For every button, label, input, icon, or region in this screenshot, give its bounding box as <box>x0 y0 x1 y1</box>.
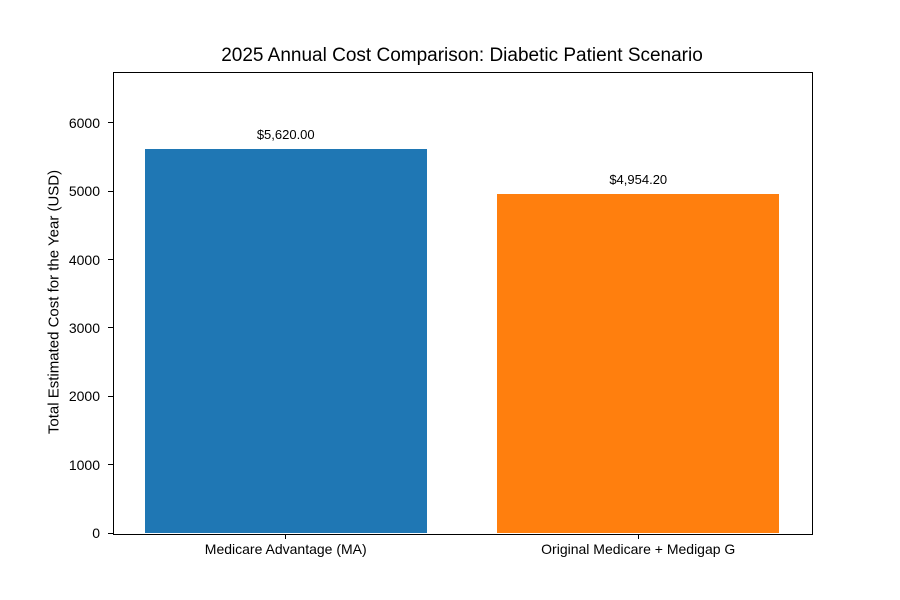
bar-value-label-1: $4,954.20 <box>609 172 668 188</box>
y-tick-label: 3000 <box>68 319 100 336</box>
y-tick-label: 1000 <box>68 456 100 473</box>
y-tick-mark <box>108 122 113 124</box>
y-tick-label: 0 <box>92 525 100 541</box>
chart-title: 2025 Annual Cost Comparison: Diabetic Pa… <box>221 45 703 66</box>
x-tick-mark <box>637 534 639 539</box>
y-tick-label: 4000 <box>68 251 100 268</box>
y-tick-mark <box>108 532 113 534</box>
y-tick-label: 6000 <box>68 114 100 131</box>
x-tick-label-1: Original Medicare + Medigap G <box>541 541 736 557</box>
y-tick-label: 2000 <box>68 388 100 405</box>
y-tick-mark <box>108 327 113 329</box>
y-tick-mark <box>108 395 113 397</box>
y-tick-mark <box>108 190 113 192</box>
bar-value-label-0: $5,620.00 <box>256 126 315 142</box>
x-tick-mark <box>285 534 287 539</box>
bar-1 <box>497 194 780 533</box>
y-tick-mark <box>108 464 113 466</box>
bar-0 <box>144 148 427 533</box>
y-tick-label: 5000 <box>68 183 100 200</box>
x-tick-label-0: Medicare Advantage (MA) <box>204 541 367 557</box>
y-tick-mark <box>108 259 113 261</box>
